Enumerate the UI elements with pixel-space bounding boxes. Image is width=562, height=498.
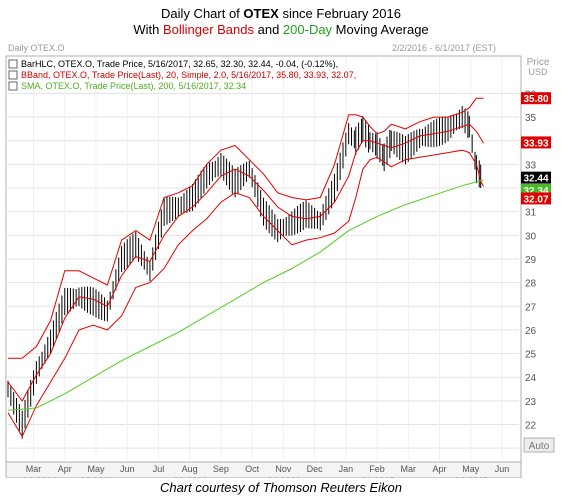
legend-toggle-icon[interactable] [8,81,18,91]
value-tag-label: 35.80 [523,94,548,105]
y-tick-label: 30 [525,231,537,242]
chart-caption: Chart courtesy of Thomson Reuters Eikon [159,480,403,495]
value-tag [521,192,551,205]
auto-scale-button[interactable] [523,437,555,453]
x-tick-label: Mar [401,464,417,474]
value-tag-label: 32.44 [523,174,548,185]
y-tick-label: 28 [525,279,537,290]
value-tag-label: 32.34 [523,186,548,197]
value-tag [521,92,551,105]
price-axis-label: Price [527,57,550,68]
x-tick-label: Jul [153,464,165,474]
x-tick-label: Aug [182,464,198,474]
y-tick-label: 24 [525,373,537,384]
subtitle-bollinger: Bollinger Bands [162,22,254,37]
chart-title-line-1: Daily Chart of OTEX since February 2016 [0,6,562,21]
x-axis-ticks: Mar Apr May Jun Jul Aug Sep Oct Nov Dec Jan Feb Mar A… [22,464,509,478]
x-tick-label: Dec [307,464,324,474]
value-tag-label: 32.07 [523,194,548,205]
subtitle-prefix: With [133,22,163,37]
quarter-label: Q1 2016 [22,476,57,478]
series-line [7,149,484,438]
subtitle-sma: 200-Day [282,22,333,37]
x-tick-label: Apr [433,464,447,474]
y-tick-label: 22 [525,421,537,432]
quarter-label: Q1 2017 [360,476,395,478]
quarter-label: Q3 2016 [172,476,207,478]
currency-label: USD [528,67,548,77]
legend: BarHLC, OTEX.O, Trade Price, 5/16/2017, … [8,59,356,91]
auto-scale-label: Auto [529,441,550,452]
value-tag [521,171,551,184]
legend-entry: SMA, OTEX.O, Trade Price(Last), 200, 5/1… [21,81,246,91]
x-tick-label: Apr [58,464,72,474]
y-tick-label: 31 [525,208,537,219]
series-line [7,123,484,402]
subtitle-mid: and [254,22,283,37]
y-tick-label: 26 [525,326,537,337]
value-tag-label: 33.93 [523,138,548,149]
legend-toggle-icon[interactable] [8,70,18,80]
price-chart: Daily OTEX.O 2/2/2016 - 6/1/2017 (EST) P… [5,43,555,478]
x-tick-label: Nov [275,464,292,474]
x-tick-label: Feb [369,464,385,474]
legend-entry: BBand, OTEX.O, Trade Price(Last), 20, Si… [21,70,356,80]
y-tick-label: 27 [525,302,537,313]
panel-date-range: 2/2/2016 - 6/1/2017 (EST) [392,43,496,53]
series-line [8,97,484,359]
y-tick-label: 35 [525,113,537,124]
y-tick-label: 23 [525,397,537,408]
series-layer [7,97,484,439]
chart-title-line-2: With Bollinger Bands and 200-Day Moving … [0,22,562,37]
x-tick-label: May [87,464,105,474]
value-tag [521,136,551,149]
legend-toggle-icon[interactable] [8,59,18,69]
x-tick-label: Jun [495,464,510,474]
y-tick-label: 29 [525,255,537,266]
grid [6,58,519,460]
x-tick-label: Sep [213,464,229,474]
time-axis[interactable] [5,461,522,478]
legend-entry: BarHLC, OTEX.O, Trade Price, 5/16/2017, … [21,59,338,69]
title-suffix: since February 2016 [278,6,401,21]
quarter-label: Q2 2017 [454,476,489,478]
x-tick-label: Oct [245,464,260,474]
y-tick-label: 33 [525,160,537,171]
series-line [7,179,484,411]
x-tick-label: Mar [26,464,42,474]
x-tick-label: Jun [120,464,135,474]
x-tick-label: Jan [339,464,354,474]
panel-name: Daily OTEX.O [8,43,65,53]
quarter-label: Q2 2016 [79,476,114,478]
title-ticker: OTEX [243,6,279,21]
y-tick-label: 25 [525,350,537,361]
quarter-label: Q4 2016 [266,476,301,478]
subtitle-suffix: Moving Average [332,22,429,37]
title-prefix: Daily Chart of [161,6,244,21]
x-tick-label: May [462,464,480,474]
